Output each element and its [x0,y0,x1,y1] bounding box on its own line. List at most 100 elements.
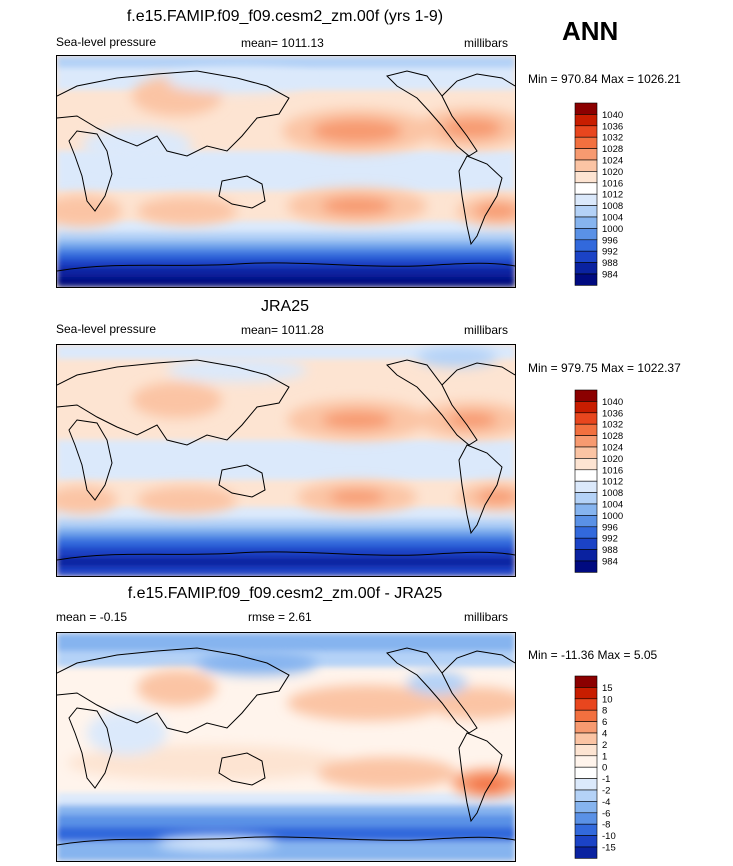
colorbar-swatch [574,560,598,573]
colorbar-tick-label: 0 [602,763,607,774]
colorbar-swatch [574,812,598,825]
panel3-colorbar: 15 10 8 6 4 2 1 0 -1 -2 -4 -6 -8 -10 -15 [574,675,654,864]
colorbar-tick-label: 2 [602,740,607,751]
colorbar-swatch [574,744,598,757]
colorbar-swatch [574,515,598,528]
panel1-title: f.e15.FAMIP.f09_f09.cesm2_zm.00f (yrs 1-… [126,8,444,25]
colorbar-tick-label: 1012 [602,190,623,201]
colorbar-tick-label: 988 [602,258,618,269]
colorbar-tick-label: 1020 [602,454,623,465]
colorbar-tick-label: 1004 [602,213,623,224]
panel2-minmax: Min = 979.75 Max = 1022.37 [528,361,681,375]
colorbar-swatch [574,435,598,448]
colorbar-tick-label: 1 [602,751,607,762]
colorbar-tick-label: 1016 [602,465,623,476]
panel1-center-label: mean= 1011.13 [241,36,324,50]
colorbar-swatch [574,789,598,802]
colorbar-swatch [574,159,598,172]
colorbar-swatch [574,732,598,745]
colorbar-tick-label: -4 [602,797,610,808]
colorbar-swatch [574,114,598,127]
colorbar-swatch [574,823,598,836]
colorbar-swatch [574,709,598,722]
panel3-center-label: rmse = 2.61 [248,610,312,624]
colorbar-tick-label: -2 [602,786,610,797]
colorbar-swatch [574,778,598,791]
season-label: ANN [562,16,619,46]
colorbar-swatch [574,766,598,779]
colorbar-tick-label: 15 [602,683,613,694]
colorbar-tick-label: 6 [602,717,607,728]
colorbar-tick-label: -1 [602,774,610,785]
colorbar-swatch [574,239,598,252]
colorbar-tick-label: 1020 [602,167,623,178]
colorbar-tick-label: 1028 [602,144,623,155]
colorbar-swatch [574,458,598,471]
panel3-minmax: Min = -11.36 Max = 5.05 [528,648,658,662]
colorbar-tick-label: -10 [602,831,616,842]
colorbar-swatch [574,480,598,493]
colorbar-tick-label: 1008 [602,201,623,212]
panel3-left-label: mean = -0.15 [56,610,128,624]
panel1-colorbar-svg: 1040103610321028102410201016101210081004… [574,102,623,286]
colorbar-tick-label: 1036 [602,121,623,132]
colorbar-swatch [574,423,598,436]
colorbar-swatch [574,675,598,688]
colorbar-tick-label: 1008 [602,488,623,499]
colorbar-swatch [574,182,598,195]
colorbar-tick-label: 1040 [602,110,623,121]
colorbar-swatch [574,401,598,414]
colorbar-swatch [574,721,598,734]
colorbar-swatch [574,412,598,425]
colorbar-swatch [574,136,598,149]
colorbar-swatch [574,262,598,275]
colorbar-swatch [574,801,598,814]
colorbar-tick-label: 1032 [602,133,623,144]
colorbar-tick-label: 1000 [602,511,623,522]
colorbar-tick-label: -8 [602,820,610,831]
colorbar-tick-label: 10 [602,694,613,705]
panel1-left-label: Sea-level pressure [56,35,157,49]
panel3-title: f.e15.FAMIP.f09_f09.cesm2_zm.00f - JRA25 [127,585,443,602]
colorbar-swatch [574,492,598,505]
colorbar-swatch [574,549,598,562]
panel2-colorbar-svg: 1040103610321028102410201016101210081004… [574,389,623,573]
colorbar-swatch [574,193,598,206]
colorbar-swatch [574,503,598,516]
panel1-map [56,55,516,288]
colorbar-swatch [574,469,598,482]
colorbar-swatch [574,755,598,768]
colorbar-tick-label: 992 [602,534,618,545]
panel3-right-label: millibars [464,610,509,624]
colorbar-swatch [574,698,598,711]
colorbar-swatch [574,687,598,700]
panel2-left-label: Sea-level pressure [56,322,157,336]
colorbar-tick-label: 1040 [602,397,623,408]
colorbar-tick-label: 992 [602,247,618,258]
colorbar-tick-label: 984 [602,270,618,281]
colorbar-swatch [574,526,598,539]
colorbar-tick-label: 1032 [602,420,623,431]
colorbar-swatch [574,216,598,229]
colorbar-swatch [574,102,598,115]
colorbar-tick-label: 996 [602,235,618,246]
colorbar-swatch [574,205,598,218]
colorbar-swatch [574,537,598,550]
colorbar-swatch [574,250,598,263]
colorbar-tick-label: 984 [602,557,618,568]
colorbar-swatch [574,171,598,184]
colorbar-swatch [574,273,598,286]
colorbar-tick-label: -15 [602,843,616,854]
colorbar-swatch [574,228,598,241]
colorbar-tick-label: 1016 [602,178,623,189]
colorbar-tick-label: 1028 [602,431,623,442]
panel2-center-label: mean= 1011.28 [241,323,324,337]
colorbar-tick-label: 1036 [602,408,623,419]
panel1-colorbar: 1040 1036 1032 1028 1024 1020 1016 1012 1008 1004… [574,102,654,291]
colorbar-tick-label: 1000 [602,224,623,235]
colorbar-swatch [574,148,598,161]
panel2-map [56,344,516,577]
colorbar-tick-label: 1012 [602,477,623,488]
colorbar-tick-label: 1024 [602,156,623,167]
